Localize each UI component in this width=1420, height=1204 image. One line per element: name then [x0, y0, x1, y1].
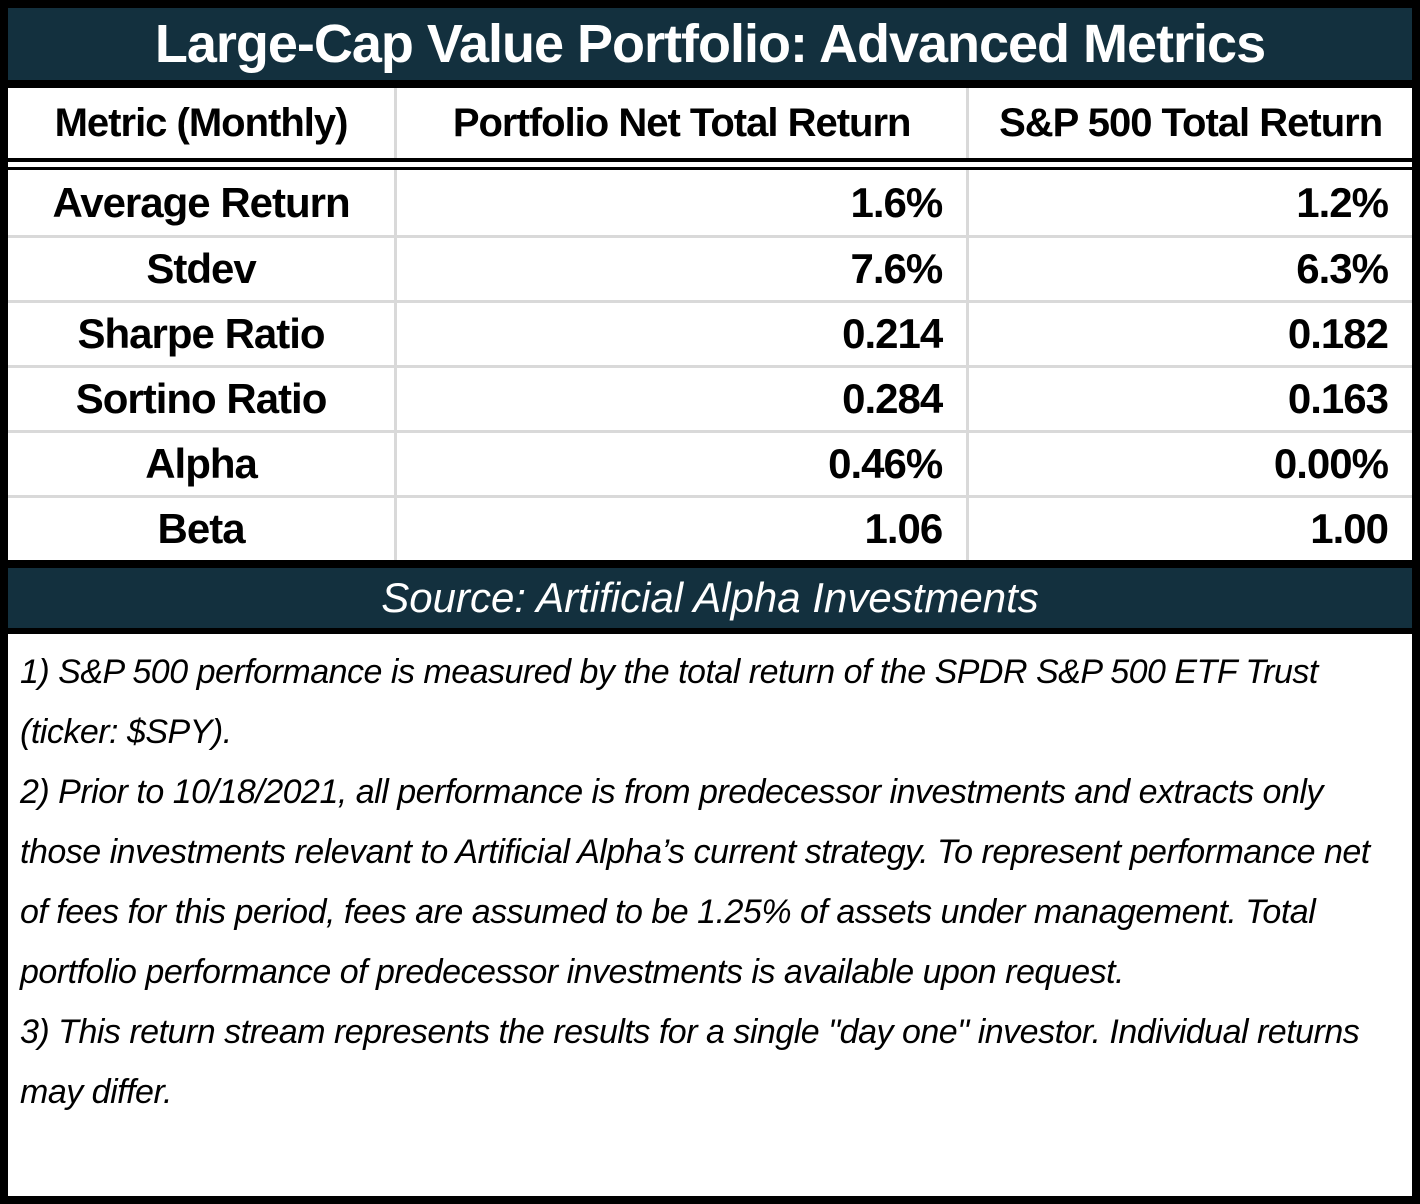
- portfolio-value-cell: 7.6%: [394, 238, 966, 300]
- footnote-2: 2) Prior to 10/18/2021, all performance …: [20, 773, 1370, 991]
- sp500-value-cell: 0.00%: [966, 433, 1412, 495]
- portfolio-value-cell: 0.46%: [394, 433, 966, 495]
- footnotes-section: 1) S&P 500 performance is measured by th…: [8, 634, 1412, 1196]
- portfolio-value-cell: 1.6%: [394, 170, 966, 235]
- table-body: Average Return 1.6% 1.2% Stdev 7.6% 6.3%…: [8, 170, 1412, 560]
- portfolio-value-cell: 1.06: [394, 498, 966, 560]
- source-banner: Source: Artificial Alpha Investments: [8, 568, 1412, 634]
- sp500-value-cell: 1.00: [966, 498, 1412, 560]
- table-row-sharpe-ratio: Sharpe Ratio 0.214 0.182: [8, 300, 1412, 365]
- metric-name-cell: Beta: [157, 505, 246, 552]
- table-header-row: Metric (Monthly) Portfolio Net Total Ret…: [8, 88, 1412, 158]
- page-title: Large-Cap Value Portfolio: Advanced Metr…: [154, 14, 1266, 74]
- footnote-3: 3) This return stream represents the res…: [20, 1013, 1360, 1111]
- table-row-beta: Beta 1.06 1.00: [8, 495, 1412, 560]
- metric-name-cell: Sortino Ratio: [75, 375, 328, 422]
- column-header-sp500-return: S&P 500 Total Return: [966, 88, 1412, 158]
- sp500-value-cell: 6.3%: [966, 238, 1412, 300]
- portfolio-value-cell: 0.284: [394, 368, 966, 430]
- table-row-alpha: Alpha 0.46% 0.00%: [8, 430, 1412, 495]
- sp500-value-cell: 1.2%: [966, 170, 1412, 235]
- metric-name-cell: Alpha: [145, 440, 258, 487]
- table-row-average-return: Average Return 1.6% 1.2%: [8, 170, 1412, 235]
- column-header-metric: Metric (Monthly): [54, 100, 349, 145]
- table-row-sortino-ratio: Sortino Ratio 0.284 0.163: [8, 365, 1412, 430]
- column-header-portfolio-return: Portfolio Net Total Return: [394, 88, 966, 158]
- sp500-value-cell: 0.182: [966, 303, 1412, 365]
- metric-name-cell: Stdev: [146, 245, 256, 292]
- source-text: Source: Artificial Alpha Investments: [381, 574, 1039, 621]
- table-bottom-rule: [8, 560, 1412, 568]
- metric-name-cell: Average Return: [52, 178, 350, 226]
- metric-name-cell: Sharpe Ratio: [77, 310, 326, 357]
- portfolio-value-cell: 0.214: [394, 303, 966, 365]
- header-double-rule: [8, 158, 1412, 170]
- footnote-1: 1) S&P 500 performance is measured by th…: [20, 653, 1318, 751]
- sp500-value-cell: 0.163: [966, 368, 1412, 430]
- table-row-stdev: Stdev 7.6% 6.3%: [8, 235, 1412, 300]
- title-banner: Large-Cap Value Portfolio: Advanced Metr…: [8, 8, 1412, 88]
